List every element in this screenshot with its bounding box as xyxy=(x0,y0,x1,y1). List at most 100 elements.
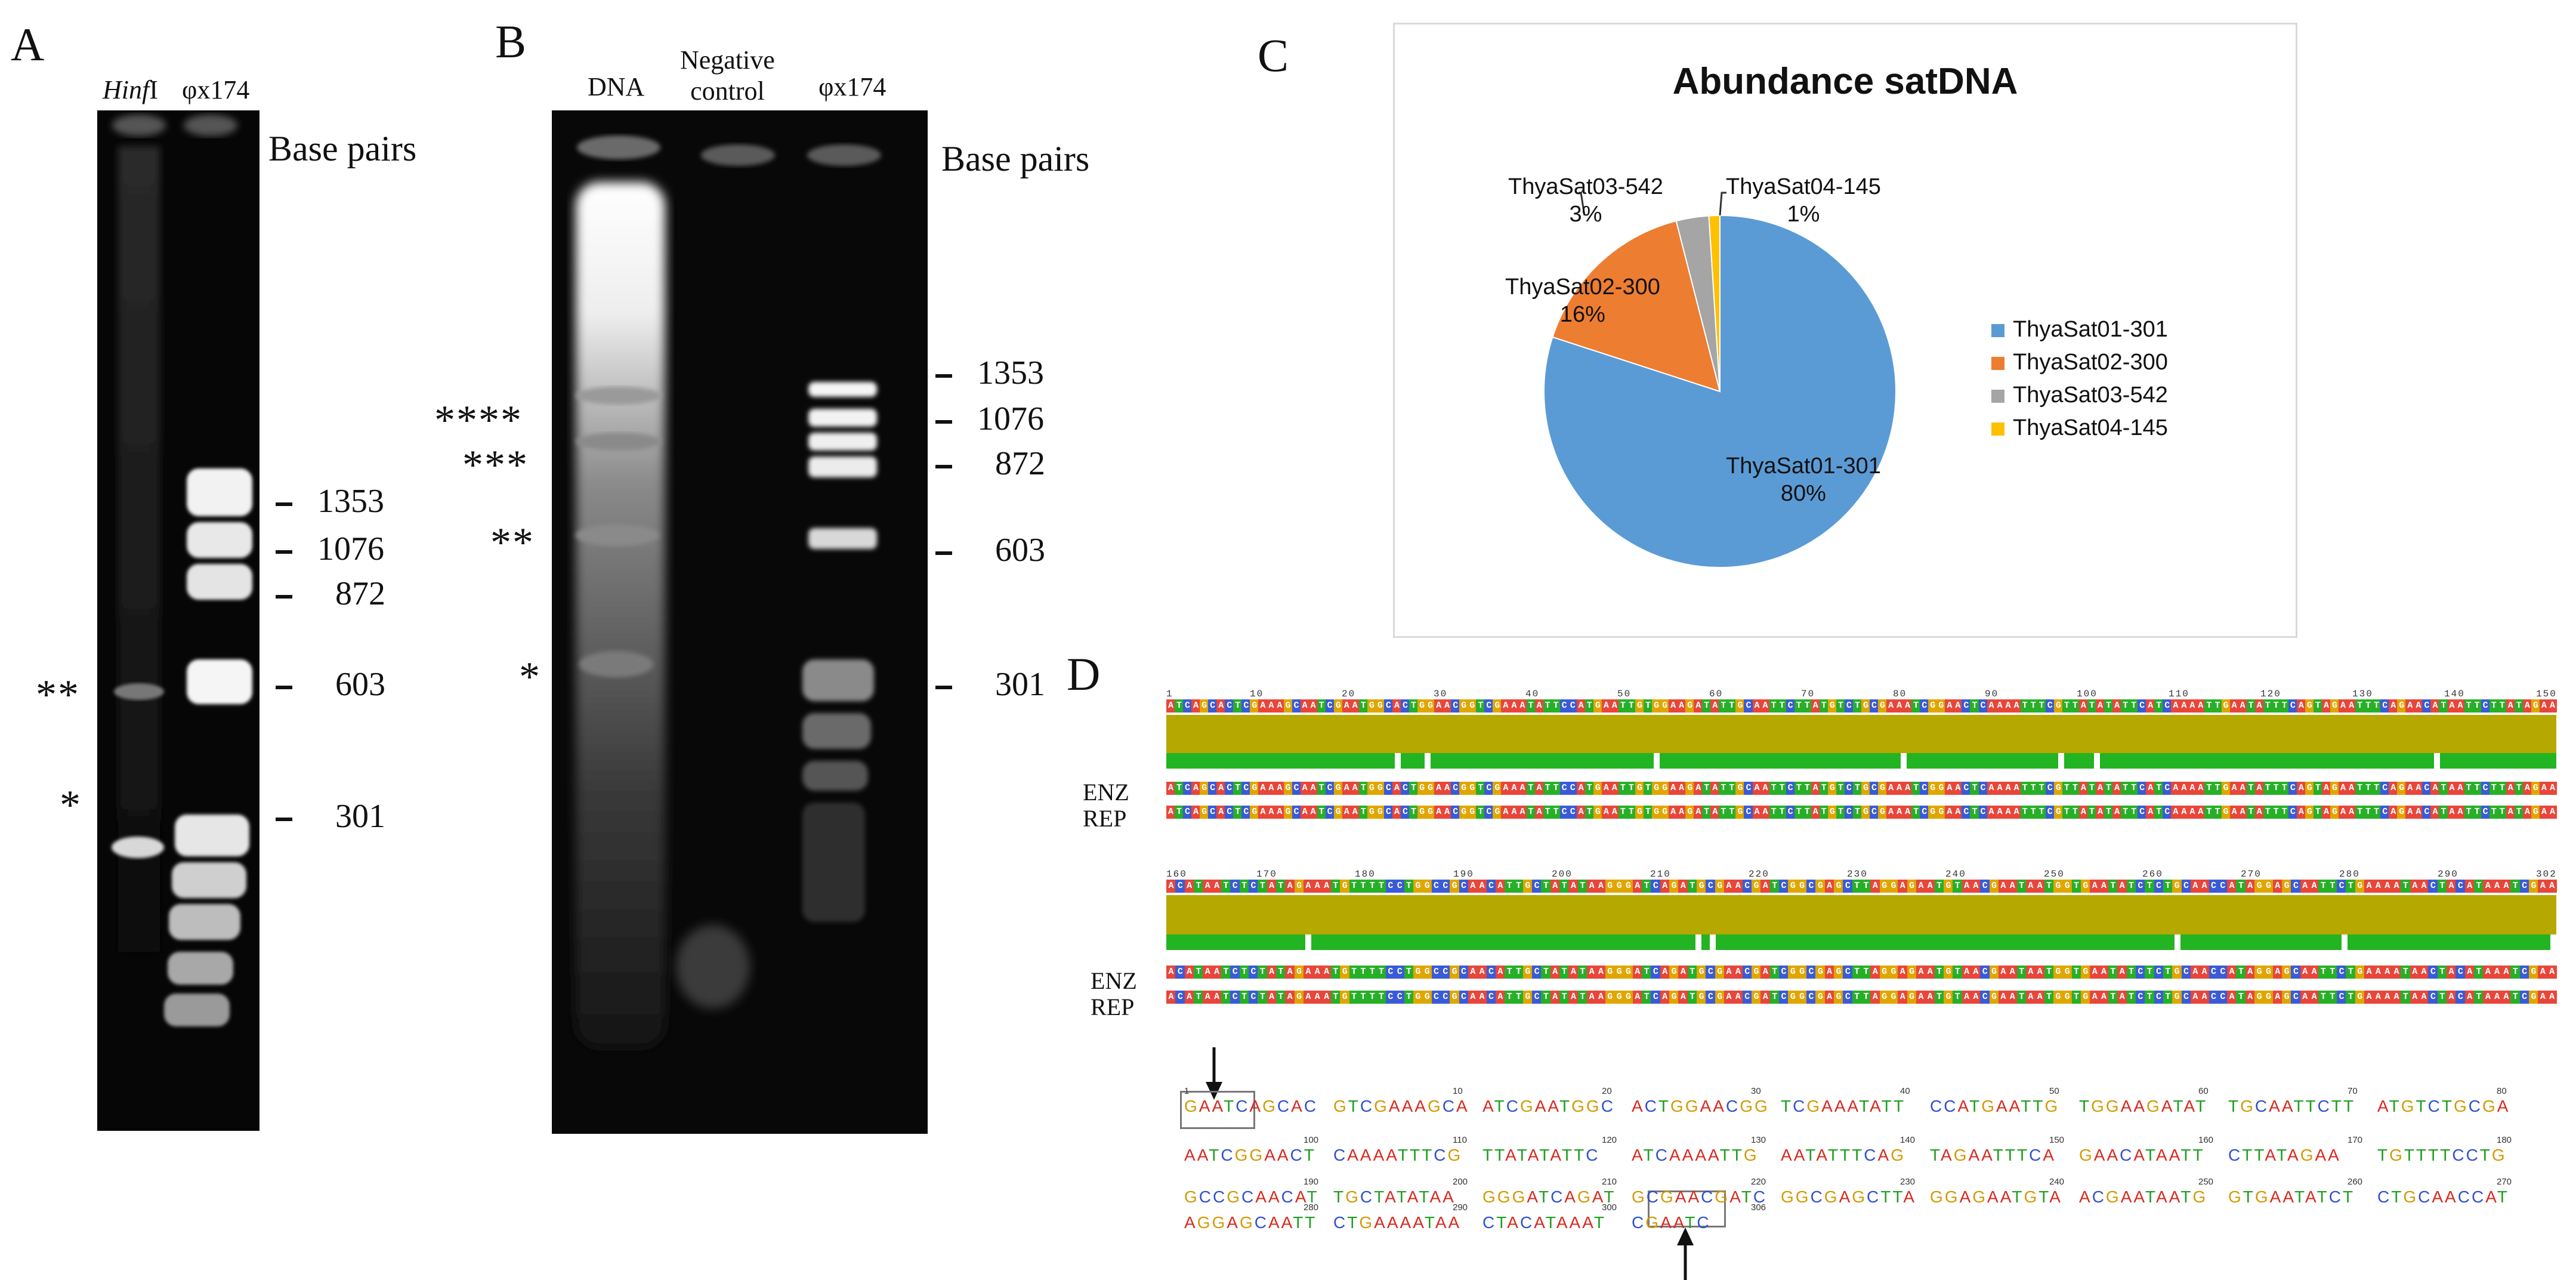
nucleotide: G xyxy=(1788,991,1798,1004)
nucleotide: C xyxy=(1434,1146,1448,1164)
nucleotide: A xyxy=(1700,1097,1713,1115)
nucleotide: T xyxy=(2195,1097,2208,1115)
nucleotide: G xyxy=(1735,782,1745,795)
nucleotide: G xyxy=(1184,1188,1199,1206)
nucleotide: A xyxy=(1793,1146,1806,1164)
nucleotide: A xyxy=(1407,1188,1419,1206)
nucleotide: C xyxy=(2519,991,2529,1004)
nucleotide: G xyxy=(2491,1146,2507,1164)
nucleotide: T xyxy=(1239,966,1249,979)
nucleotide: A xyxy=(2506,782,2515,795)
consensus-ruler-label: 180 xyxy=(2497,1135,2512,1145)
nucleotide: G xyxy=(1614,880,1624,893)
nucleotide: A xyxy=(2501,966,2512,979)
nucleotide: T xyxy=(2372,699,2382,713)
nucleotide: T xyxy=(1644,806,1653,819)
nucleotide: A xyxy=(1678,991,1688,1004)
legend-item-thyasat01: ThyaSat01-301 xyxy=(1991,317,2168,343)
nucleotide: A xyxy=(1669,1146,1682,1164)
nucleotide: A xyxy=(1212,1097,1224,1115)
legend-swatch xyxy=(1991,422,2004,436)
nucleotide: T xyxy=(2263,782,2272,795)
nucleotide: A xyxy=(2112,806,2122,819)
consensus-ruler-label: 70 xyxy=(2348,1086,2358,1096)
slice-percent: 80% xyxy=(1780,480,1826,506)
nucleotide: G xyxy=(1743,1146,1759,1164)
nucleotide: G xyxy=(1715,966,1725,979)
nucleotide: G xyxy=(1797,966,1807,979)
nucleotide: C xyxy=(1644,1097,1658,1115)
nucleotide: G xyxy=(1888,991,1898,1004)
nucleotide: G xyxy=(2305,806,2314,819)
nucleotide: A xyxy=(1970,966,1981,979)
nucleotide: C xyxy=(2422,782,2432,795)
nucleotide: T xyxy=(1258,966,1268,979)
nucleotide: A xyxy=(1277,1146,1290,1164)
nucleotide: T xyxy=(1541,880,1551,893)
nucleotide: T xyxy=(1209,1146,1221,1164)
nucleotide: A xyxy=(1847,1097,1860,1115)
nucleotide: G xyxy=(1447,1146,1463,1164)
nucleotide: A xyxy=(1678,880,1688,893)
nucleotide: C xyxy=(1451,782,1460,795)
nucleotide: C xyxy=(1920,806,1929,819)
nucleotide: A xyxy=(2464,880,2475,893)
gel-a-svg xyxy=(97,110,260,1131)
nucleotide: G xyxy=(2397,699,2407,713)
marker-label: 872 xyxy=(995,445,1045,482)
nucleotide: T xyxy=(2163,966,2173,979)
band-a1-single-star xyxy=(112,837,164,858)
nucleotide: G xyxy=(1806,1097,1822,1115)
nucleotide: T xyxy=(2327,966,2337,979)
nucleotide: A xyxy=(1227,1213,1240,1232)
ladder-b xyxy=(802,382,877,922)
nucleotide: C xyxy=(1451,806,1460,819)
nucleotide: C xyxy=(1586,1146,1600,1164)
nucleotide: T xyxy=(1419,1188,1430,1206)
nucleotide: C xyxy=(1779,880,1789,893)
nucleotide: T xyxy=(2108,966,2118,979)
nucleotide: G xyxy=(1715,880,1725,893)
nucleotide: T xyxy=(1731,1146,1744,1164)
nucleotide: T xyxy=(1349,966,1359,979)
nucleotide: G xyxy=(1697,991,1707,1004)
nucleotide: T xyxy=(1275,880,1286,893)
nucleotide: T xyxy=(2372,806,2382,819)
nucleotide: T xyxy=(1258,991,1268,1004)
nucleotide: T xyxy=(1221,991,1231,1004)
consensus-block-10: TGTTTTCCTG xyxy=(2377,1146,2507,1165)
nucleotide: T xyxy=(1494,1146,1506,1164)
nucleotide: G xyxy=(1450,966,1460,979)
nucleotide: G xyxy=(1262,1097,1277,1115)
ladder-a-band-low3 xyxy=(168,952,233,985)
nucleotide: C xyxy=(1292,782,1301,795)
nucleotide: A xyxy=(2405,699,2415,713)
nucleotide: A xyxy=(2190,966,2200,979)
slice-name: ThyaSat01-301 xyxy=(1726,454,1881,479)
nucleotide: C xyxy=(1701,1188,1715,1206)
nucleotide: A xyxy=(1527,1146,1540,1164)
nucleotide: T xyxy=(2294,1188,2305,1206)
nucleotide: T xyxy=(1505,966,1515,979)
nucleotide: A xyxy=(2430,782,2440,795)
nucleotide: T xyxy=(1275,966,1286,979)
nucleotide: A xyxy=(2287,1146,2300,1164)
nucleotide: G xyxy=(1660,1188,1675,1206)
nucleotide: A xyxy=(1300,699,1309,713)
nucleotide: A xyxy=(2196,782,2206,795)
ladder-a-band-1076 xyxy=(187,522,252,558)
nucleotide: A xyxy=(1166,699,1175,713)
nucleotide: G xyxy=(1795,1188,1811,1206)
nucleotide: T xyxy=(2108,880,2118,893)
nucleotide: C xyxy=(1241,782,1251,795)
nucleotide: A xyxy=(2414,806,2423,819)
nucleotide: A xyxy=(1303,991,1313,1004)
nucleotide: G xyxy=(1522,991,1533,1004)
nucleotide: C xyxy=(1230,966,1240,979)
nucleotide: A xyxy=(1534,806,1544,819)
nucleotide: T xyxy=(1852,806,1862,819)
nucleotide: A xyxy=(1592,1188,1604,1206)
nucleotide: A xyxy=(2430,806,2440,819)
nucleotide: A xyxy=(1981,1146,1993,1164)
nucleotide: T xyxy=(2071,991,2081,1004)
